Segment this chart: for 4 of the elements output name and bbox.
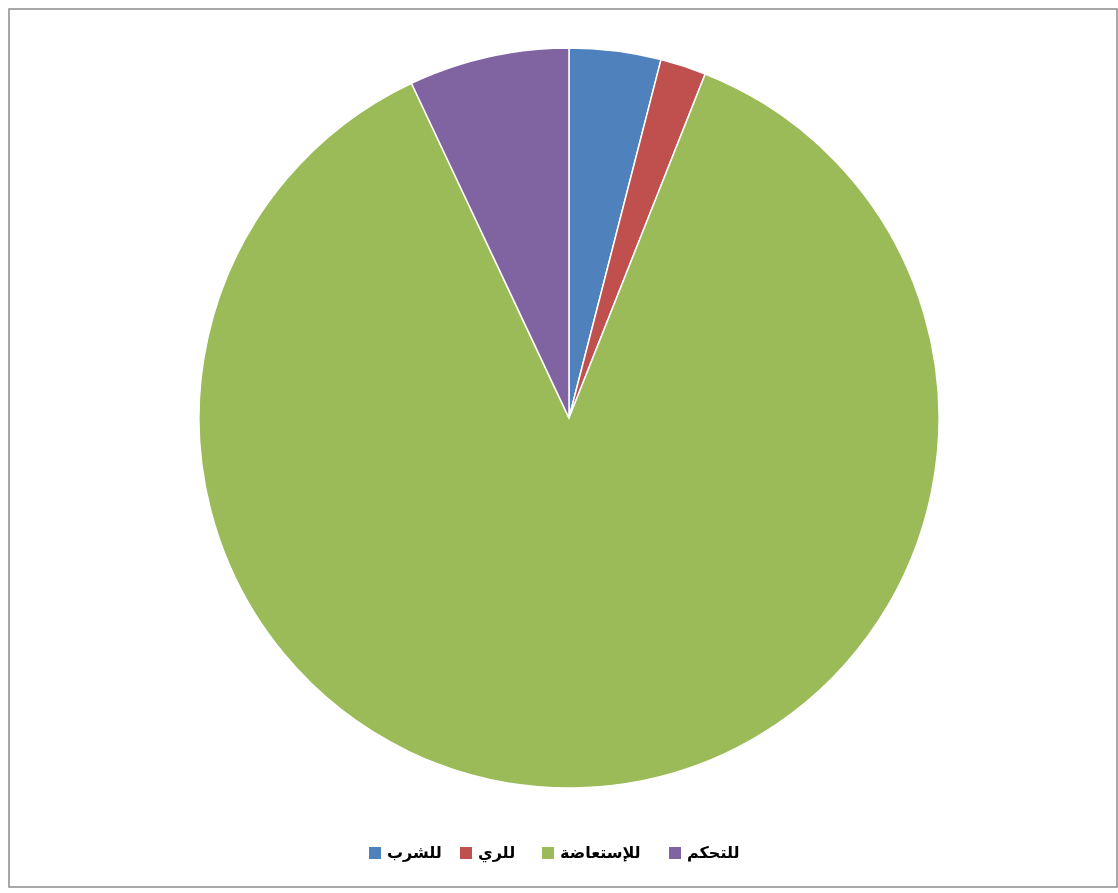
legend-label: للإستعاضة [560,843,641,862]
legend-label: للتحكم [687,843,740,862]
legend-label: للشرب [387,843,442,862]
legend-label: للري [478,843,516,863]
